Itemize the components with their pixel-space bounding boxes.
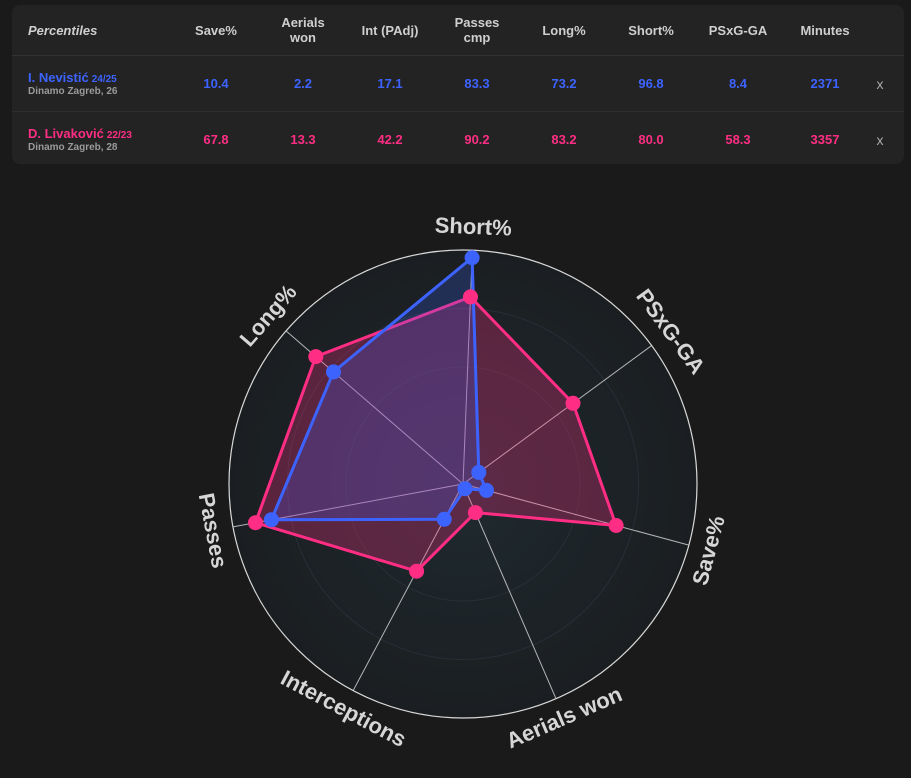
- value-aerials: 13.3: [290, 132, 316, 147]
- table-row: D. Livaković 22/23 Dinamo Zagreb, 28 67.8…: [12, 112, 904, 167]
- radar-data-point[interactable]: [464, 250, 480, 266]
- radar-data-point[interactable]: [409, 563, 425, 579]
- radar-data-point[interactable]: [479, 482, 494, 498]
- value-aerials: 2.2: [293, 76, 313, 91]
- radar-data-point[interactable]: [608, 518, 624, 533]
- remove-player-button[interactable]: x: [876, 131, 884, 148]
- value-short: 80.0: [638, 132, 664, 147]
- radar-data-point[interactable]: [326, 364, 341, 380]
- player-name-text: I. Nevistić: [28, 70, 89, 85]
- radar-data-point[interactable]: [457, 481, 473, 497]
- player-team-age: Dinamo Zagreb, 28: [28, 142, 118, 153]
- value-passes: 90.2: [464, 132, 490, 147]
- value-interceptions: 42.2: [377, 132, 403, 147]
- player-season: 24/25: [91, 74, 117, 85]
- radar-data-point[interactable]: [463, 289, 478, 305]
- radar-data-point[interactable]: [248, 515, 263, 531]
- radar-spoke: [462, 345, 652, 485]
- header-psxg[interactable]: PSxG-GA: [708, 22, 768, 38]
- value-interceptions: 17.1: [377, 76, 403, 91]
- radar-data-point[interactable]: [263, 512, 279, 528]
- header-aerials[interactable]: Aerials won: [281, 15, 325, 45]
- value-short: 96.8: [638, 76, 664, 91]
- player-team-age: Dinamo Zagreb, 26: [28, 86, 118, 97]
- radar-data-point[interactable]: [471, 464, 487, 480]
- value-passes: 83.3: [464, 76, 490, 91]
- header-save[interactable]: Save%: [195, 22, 237, 38]
- radar-spoke: [462, 483, 557, 699]
- value-psxg: 58.3: [725, 132, 751, 147]
- radar-data-point[interactable]: [436, 511, 452, 527]
- radar-spoke: [462, 483, 689, 546]
- header-short[interactable]: Short%: [628, 22, 674, 38]
- remove-player-button[interactable]: x: [876, 75, 884, 92]
- radar-inner-ring: [345, 366, 581, 602]
- value-long: 83.2: [551, 132, 577, 147]
- value-minutes: 3357: [810, 132, 840, 147]
- player-name-text: D. Livaković: [28, 126, 104, 141]
- radar-data-point[interactable]: [308, 349, 324, 365]
- radar-spoke: [462, 250, 473, 485]
- value-psxg: 8.4: [728, 76, 748, 91]
- value-save: 67.8: [203, 132, 229, 147]
- header-minutes[interactable]: Minutes: [800, 22, 850, 38]
- radar-data-point[interactable]: [565, 395, 581, 411]
- header-passes[interactable]: Passes cmp: [454, 15, 500, 45]
- player-name[interactable]: I. Nevistić 24/25: [28, 70, 117, 85]
- player-name[interactable]: D. Livaković 22/23: [28, 126, 132, 141]
- value-long: 73.2: [551, 76, 577, 91]
- header-percentiles: Percentiles: [28, 22, 98, 38]
- value-save: 10.4: [203, 76, 229, 91]
- table-header: Percentiles Save% Aerials won Int (PAdj)…: [12, 5, 904, 56]
- table-row: I. Nevistić 24/25 Dinamo Zagreb, 26 10.4 …: [12, 56, 904, 112]
- radar-axis-label: Short%: [434, 212, 512, 240]
- radar-series-area: [254, 295, 618, 573]
- header-interceptions[interactable]: Int (PAdj): [361, 22, 419, 38]
- header-long[interactable]: Long%: [542, 22, 586, 38]
- radar-axis-label: Passes: [194, 491, 233, 570]
- value-minutes: 2371: [810, 76, 840, 91]
- comparison-table: Percentiles Save% Aerials won Int (PAdj)…: [12, 5, 904, 164]
- player-season: 22/23: [106, 130, 132, 141]
- radar-data-point[interactable]: [467, 505, 483, 521]
